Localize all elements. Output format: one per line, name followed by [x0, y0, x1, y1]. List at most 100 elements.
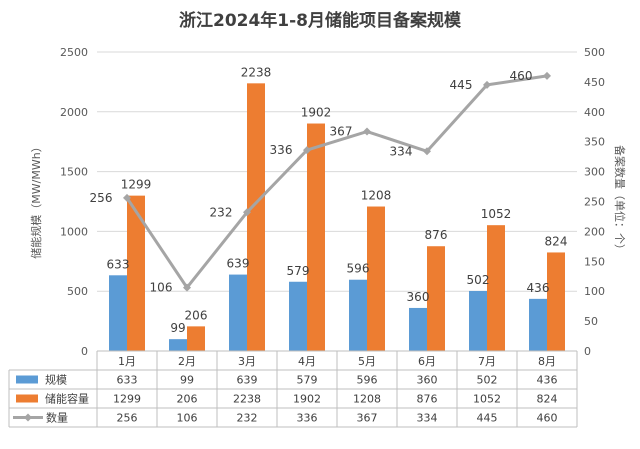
- bar-scale: [229, 274, 247, 351]
- quantity-point: [483, 80, 491, 89]
- data-label-scale: 633: [107, 257, 130, 271]
- table-cell: 206: [177, 393, 198, 406]
- y2-tick-label: 150: [584, 255, 605, 268]
- table-cell: 106: [177, 412, 198, 425]
- bar-scale: [349, 279, 367, 351]
- bar-capacity: [367, 206, 385, 351]
- y-tick-label: 0: [81, 345, 88, 358]
- y2-tick-label: 350: [584, 136, 605, 149]
- data-label-scale: 99: [170, 321, 185, 335]
- quantity-line: [123, 71, 551, 292]
- table-cell: 360: [417, 374, 438, 387]
- x-tick-label: 5月: [358, 355, 376, 368]
- y2-tick-label: 500: [584, 46, 605, 59]
- table-cell: 99: [180, 374, 194, 387]
- legend-label: 数量: [46, 412, 68, 425]
- bar-capacity: [547, 252, 565, 351]
- x-tick-label: 1月: [118, 355, 136, 368]
- data-label-quantity: 334: [390, 144, 413, 158]
- quantity-point: [183, 283, 191, 292]
- data-label-quantity: 232: [210, 205, 233, 219]
- y2-tick-label: 50: [584, 315, 598, 328]
- table-cell: 876: [417, 393, 438, 406]
- table-cell: 232: [237, 412, 258, 425]
- y2-tick-label: 0: [584, 345, 591, 358]
- y2-tick-label: 200: [584, 225, 605, 238]
- bar-capacity: [247, 83, 265, 351]
- data-label-capacity: 824: [545, 234, 568, 248]
- data-label-scale: 579: [287, 264, 310, 278]
- quantity-point: [123, 193, 131, 202]
- bar-capacity: [187, 326, 205, 351]
- y-axis-title: 储能规模（MW/MWh）: [29, 141, 43, 258]
- y2-tick-label: 450: [584, 76, 605, 89]
- table-cell: 334: [417, 412, 438, 425]
- x-tick-label: 2月: [178, 355, 196, 368]
- y-tick-label: 1000: [60, 225, 88, 238]
- bar-capacity: [427, 246, 445, 351]
- data-label-quantity: 445: [450, 78, 473, 92]
- bar-capacity: [487, 225, 505, 351]
- quantity-point: [543, 71, 551, 80]
- data-label-quantity: 106: [150, 281, 173, 295]
- legend-label: 储能容量: [45, 392, 89, 406]
- table-cell: 633: [117, 374, 138, 387]
- data-label-capacity: 2238: [241, 65, 272, 79]
- x-tick-label: 7月: [478, 355, 496, 368]
- data-label-scale: 360: [407, 290, 430, 304]
- data-label-capacity: 1052: [481, 207, 512, 221]
- chart-title: 浙江2024年1-8月储能项目备案规模: [179, 10, 462, 31]
- data-label-scale: 596: [347, 262, 370, 276]
- bar-capacity: [307, 123, 325, 351]
- data-label-capacity: 876: [425, 228, 448, 242]
- quantity-line-path: [125, 74, 548, 290]
- y2-tick-label: 400: [584, 106, 605, 119]
- table-cell: 336: [297, 412, 318, 425]
- x-tick-label: 3月: [238, 355, 256, 368]
- table-cell: 460: [537, 412, 558, 425]
- legend-swatch: [16, 394, 38, 403]
- x-tick-label: 4月: [298, 355, 316, 368]
- table-cell: 824: [537, 393, 558, 406]
- quantity-point: [303, 146, 311, 155]
- y-tick-label: 2500: [60, 46, 88, 59]
- bar-capacity: [127, 195, 145, 351]
- y-tick-label: 1500: [60, 166, 88, 179]
- data-label-quantity: 367: [330, 125, 353, 139]
- bar-scale: [289, 281, 307, 351]
- y2-tick-label: 250: [584, 196, 605, 209]
- bar-scale: [109, 275, 127, 351]
- data-label-quantity: 256: [90, 191, 113, 205]
- y2-tick-label: 300: [584, 166, 605, 179]
- table-cell: 436: [537, 374, 558, 387]
- table-cell: 579: [297, 374, 318, 387]
- data-label-scale: 502: [467, 273, 490, 287]
- data-label-scale: 639: [227, 257, 250, 271]
- x-tick-label: 8月: [538, 355, 556, 368]
- quantity-point: [423, 147, 431, 156]
- y2-tick-label: 100: [584, 285, 605, 298]
- x-tick-label: 6月: [418, 355, 436, 368]
- table-cell: 2238: [233, 393, 261, 406]
- bar-scale: [469, 290, 487, 351]
- legend-marker: [24, 413, 32, 422]
- bar-scale: [409, 307, 427, 351]
- quantity-point: [363, 127, 371, 136]
- table-cell: 639: [237, 374, 258, 387]
- bar-scale: [529, 298, 547, 351]
- table-cell: 256: [117, 412, 138, 425]
- legend-label: 规模: [45, 373, 67, 387]
- table-cell: 1902: [293, 393, 321, 406]
- data-label-capacity: 1208: [361, 189, 392, 203]
- data-label-capacity: 1902: [301, 106, 332, 120]
- data-label-capacity: 206: [185, 308, 208, 322]
- data-label-quantity: 460: [510, 69, 533, 83]
- y-tick-label: 2000: [60, 106, 88, 119]
- y2-axis-title: 备案数量（单位：个）: [613, 145, 627, 255]
- table-cell: 367: [357, 412, 378, 425]
- data-label-capacity: 1299: [121, 178, 152, 192]
